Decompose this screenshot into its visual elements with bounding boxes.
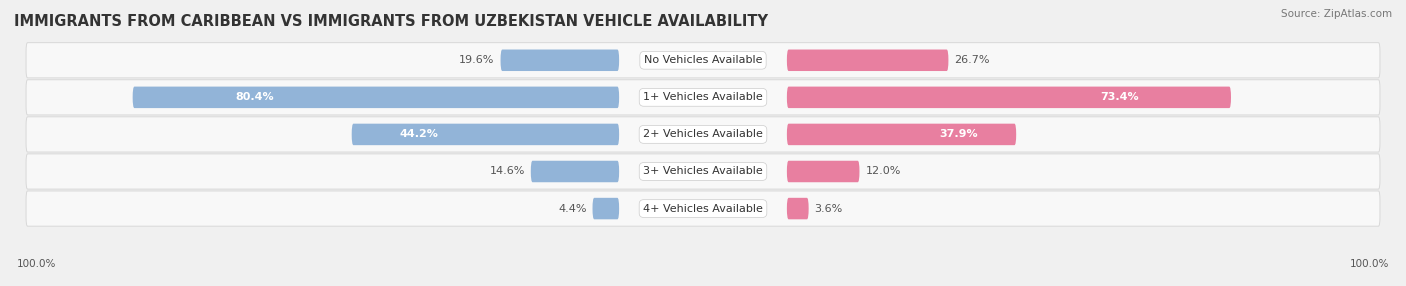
- FancyBboxPatch shape: [27, 191, 1379, 226]
- Text: 3+ Vehicles Available: 3+ Vehicles Available: [643, 166, 763, 176]
- FancyBboxPatch shape: [592, 198, 619, 219]
- Text: 12.0%: 12.0%: [866, 166, 901, 176]
- FancyBboxPatch shape: [531, 161, 619, 182]
- FancyBboxPatch shape: [787, 124, 1017, 145]
- Text: 26.7%: 26.7%: [955, 55, 990, 65]
- Text: Source: ZipAtlas.com: Source: ZipAtlas.com: [1281, 9, 1392, 19]
- FancyBboxPatch shape: [27, 117, 1379, 152]
- FancyBboxPatch shape: [787, 198, 808, 219]
- Text: 19.6%: 19.6%: [460, 55, 495, 65]
- Text: 1+ Vehicles Available: 1+ Vehicles Available: [643, 92, 763, 102]
- FancyBboxPatch shape: [27, 80, 1379, 115]
- Text: 73.4%: 73.4%: [1101, 92, 1139, 102]
- Text: 2+ Vehicles Available: 2+ Vehicles Available: [643, 130, 763, 139]
- Text: IMMIGRANTS FROM CARIBBEAN VS IMMIGRANTS FROM UZBEKISTAN VEHICLE AVAILABILITY: IMMIGRANTS FROM CARIBBEAN VS IMMIGRANTS …: [14, 14, 768, 29]
- FancyBboxPatch shape: [27, 43, 1379, 78]
- FancyBboxPatch shape: [501, 49, 619, 71]
- Text: 3.6%: 3.6%: [814, 204, 842, 214]
- FancyBboxPatch shape: [27, 154, 1379, 189]
- FancyBboxPatch shape: [132, 87, 619, 108]
- Text: 100.0%: 100.0%: [1350, 259, 1389, 269]
- Text: 37.9%: 37.9%: [939, 130, 979, 139]
- Text: 14.6%: 14.6%: [489, 166, 524, 176]
- Text: 100.0%: 100.0%: [17, 259, 56, 269]
- Text: No Vehicles Available: No Vehicles Available: [644, 55, 762, 65]
- FancyBboxPatch shape: [787, 87, 1232, 108]
- FancyBboxPatch shape: [352, 124, 619, 145]
- FancyBboxPatch shape: [787, 49, 949, 71]
- Text: 80.4%: 80.4%: [235, 92, 274, 102]
- Text: 4+ Vehicles Available: 4+ Vehicles Available: [643, 204, 763, 214]
- FancyBboxPatch shape: [787, 161, 859, 182]
- Text: 4.4%: 4.4%: [558, 204, 586, 214]
- Text: 44.2%: 44.2%: [399, 130, 439, 139]
